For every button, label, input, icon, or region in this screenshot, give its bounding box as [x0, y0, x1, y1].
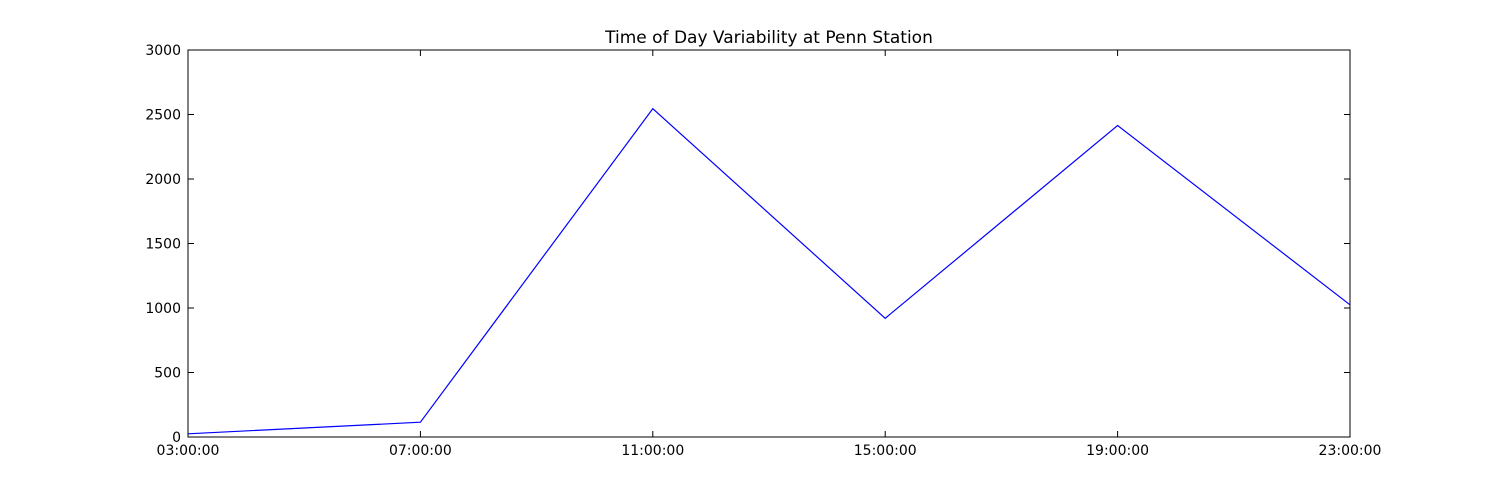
plot-marks: 0 500 1000 1500 2000 2500 3000 03:00:00 07:00:00… — [145, 43, 1381, 459]
x-tick-label: 19:00:00 — [1086, 443, 1149, 459]
x-tick-label: 23:00:00 — [1319, 443, 1382, 459]
y-tick-label: 3000 — [145, 43, 181, 59]
y-tick-label: 0 — [172, 430, 181, 446]
x-tick-label: 07:00:00 — [389, 443, 452, 459]
x-tick-label: 11:00:00 — [621, 443, 684, 459]
y-tick-label: 500 — [154, 366, 181, 382]
y-tick-label: 2000 — [145, 172, 181, 188]
y-tick-label: 1000 — [145, 301, 181, 317]
chart-title: Time of Day Variability at Penn Station — [604, 28, 933, 48]
series-line — [187, 107, 1351, 435]
x-tick-label: 03:00:00 — [157, 443, 220, 459]
y-tick-label: 2500 — [145, 108, 181, 124]
y-tick-label: 1500 — [145, 237, 181, 253]
plot-frame — [187, 49, 1351, 438]
x-tick-label: 15:00:00 — [854, 443, 917, 459]
